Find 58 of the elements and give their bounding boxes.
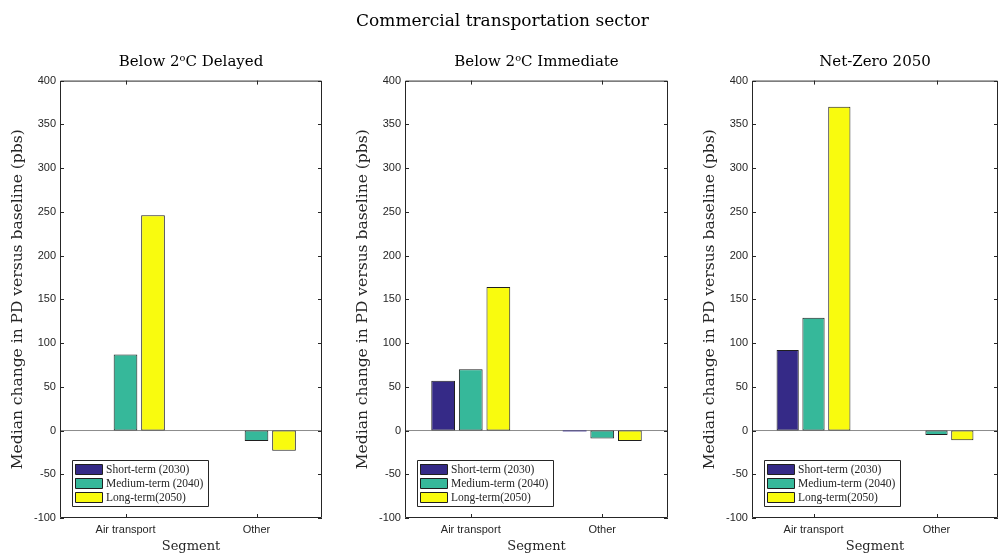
y-tick-label: 400 <box>37 73 56 86</box>
y-tick-label: 350 <box>37 117 56 130</box>
legend-label: Medium-term (2040) <box>798 476 896 490</box>
y-tick-label: 300 <box>382 161 401 174</box>
y-tick-label: 350 <box>382 117 401 130</box>
legend-label: Short-term (2030) <box>106 462 190 476</box>
y-axis-title: Median change in PD versus baseline (pbs) <box>700 129 719 470</box>
y-tick-label: 0 <box>394 423 401 436</box>
y-tick-label: 300 <box>729 161 748 174</box>
legend-label: Medium-term (2040) <box>451 476 549 490</box>
y-tick-label: -100 <box>378 511 401 524</box>
y-tick-label: 100 <box>37 336 56 349</box>
y-tick-label: 250 <box>729 204 748 217</box>
y-tick-label: 400 <box>382 73 401 86</box>
chart-title: Below 2$^{o}$C Immediate <box>453 51 620 71</box>
text: Commercial transportation sector <box>355 9 650 32</box>
y-tick-label: -100 <box>725 511 748 524</box>
x-tick-label: Other <box>922 522 951 535</box>
y-tick-label: 150 <box>729 292 748 305</box>
y-tick-label: 300 <box>37 161 56 174</box>
y-tick-label: 50 <box>735 379 748 392</box>
y-tick-label: 50 <box>388 379 401 392</box>
y-tick-label: 400 <box>729 73 748 86</box>
y-tick-label: -50 <box>732 467 748 480</box>
y-tick-label: -50 <box>40 467 56 480</box>
y-tick-label: 150 <box>382 292 401 305</box>
y-tick-label: 250 <box>382 204 401 217</box>
y-axis-title: Median change in PD versus baseline (pbs) <box>8 129 27 470</box>
legend-label: Short-term (2030) <box>798 462 882 476</box>
y-axis-title: Median change in PD versus baseline (pbs) <box>353 129 372 470</box>
x-axis-title: Segment <box>507 537 567 553</box>
legend-label: Long-term(2050) <box>451 490 532 504</box>
legend-label: Medium-term (2040) <box>106 476 204 490</box>
y-tick-label: 0 <box>741 423 748 436</box>
x-axis-title: Segment <box>161 537 222 553</box>
chart-title: Below 2$^{o}$C Delayed <box>117 51 265 71</box>
y-tick-label: 350 <box>729 117 748 130</box>
y-tick-label: 100 <box>729 336 748 349</box>
y-tick-label: 200 <box>729 248 748 261</box>
x-tick-label: Air transport <box>95 522 156 535</box>
y-tick-label: 200 <box>382 248 401 261</box>
y-tick-label: 100 <box>382 336 401 349</box>
y-tick-label: 0 <box>49 423 56 436</box>
y-tick-label: -50 <box>385 467 401 480</box>
y-tick-label: 50 <box>43 379 56 392</box>
y-tick-label: -100 <box>33 511 56 524</box>
x-tick-label: Air transport <box>783 522 844 535</box>
legend-label: Long-term(2050) <box>798 490 879 504</box>
y-tick-label: 150 <box>37 292 56 305</box>
x-tick-label: Other <box>242 522 271 535</box>
y-tick-label: 200 <box>37 248 56 261</box>
chart-title: Net-Zero 2050 <box>818 51 932 71</box>
legend-label: Long-term(2050) <box>106 490 187 504</box>
x-tick-label: Air transport <box>440 522 501 535</box>
y-tick-label: 250 <box>37 204 56 217</box>
x-axis-title: Segment <box>845 537 906 553</box>
x-tick-label: Other <box>588 522 617 535</box>
legend-label: Short-term (2030) <box>451 462 535 476</box>
